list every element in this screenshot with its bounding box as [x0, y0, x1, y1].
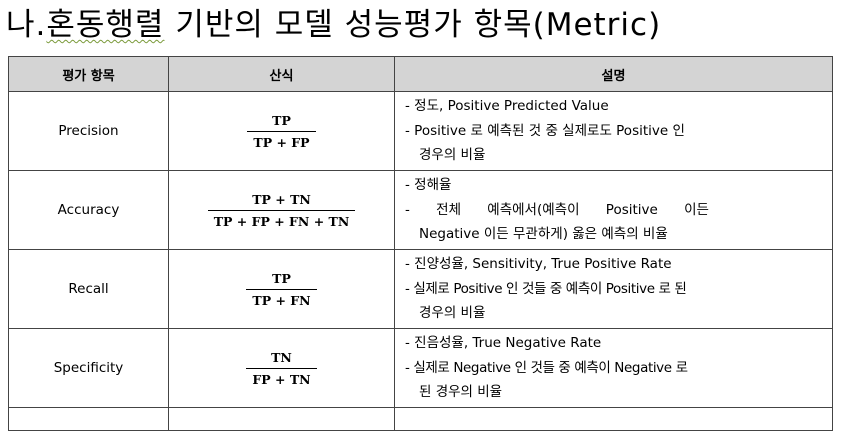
page-title: 나.혼동행렬 기반의 모델 성능평가 항목(Metric) [6, 6, 661, 44]
formula-cell: TP TP + FN [168, 249, 395, 329]
formula-numerator: TP + TN [252, 191, 311, 207]
formula-fraction: TN FP + TN [246, 349, 317, 387]
formula-cell: TN FP + TN [168, 328, 395, 408]
description-line: - 실제로 Negative 인 것들 중 예측이 Negative 로 [405, 359, 688, 376]
table-row: Recall TP TP + FN - 진양성율, Sensitivity, T… [8, 249, 833, 329]
description-line: 경우의 비율 [419, 305, 486, 322]
formula-cell: TP + TN TP + FP + FN + TN [168, 170, 395, 250]
header-description: 설명 [394, 56, 833, 92]
description-cell: - 정도, Positive Predicted Value - Positiv… [394, 91, 833, 171]
formula-denominator: TP + FP + FN + TN [213, 213, 350, 229]
fraction-bar [246, 367, 317, 369]
description-line: - 진양성율, Sensitivity, True Positive Rate [405, 256, 672, 273]
description-line: 된 경우의 비율 [419, 384, 503, 401]
title-rest: 기반의 모델 성능평가 항목(Metric) [164, 7, 662, 43]
description-line: Negative 이든 무관하게) 옳은 예측의 비율 [419, 226, 668, 243]
formula-numerator: TN [271, 349, 292, 365]
metric-name: Specificity [8, 328, 169, 408]
metrics-table: 평가 항목 산식 설명 Precision TP TP + FP - 정도, P… [8, 56, 833, 431]
description-line: - 전체 예측에서(예측이 Positive 이든 [405, 201, 709, 218]
description-line: - 정해율 [405, 177, 452, 194]
header-metric: 평가 항목 [8, 56, 169, 92]
table-header-row: 평가 항목 산식 설명 [8, 56, 833, 92]
formula-denominator: TP + FN [252, 292, 311, 308]
description-line: - Positive 로 예측된 것 중 실제로도 Positive 인 [405, 122, 685, 139]
table-row: Accuracy TP + TN TP + FP + FN + TN - 정해율… [8, 170, 833, 250]
table-row-partial [8, 407, 833, 431]
fraction-bar [246, 288, 317, 290]
description-line: - 진음성율, True Negative Rate [405, 335, 602, 352]
description-line: - 실제로 Positive 인 것들 중 예측이 Positive 로 된 [405, 280, 687, 297]
metric-name: Recall [8, 249, 169, 329]
formula-fraction: TP TP + FP [247, 112, 316, 150]
formula-denominator: TP + FP [253, 134, 310, 150]
metric-name: Accuracy [8, 170, 169, 250]
description-cell: - 진양성율, Sensitivity, True Positive Rate … [394, 249, 833, 329]
table-row: Precision TP TP + FP - 정도, Positive Pred… [8, 91, 833, 171]
formula-cell: TP TP + FP [168, 91, 395, 171]
fraction-bar [207, 209, 356, 211]
header-formula: 산식 [168, 56, 395, 92]
title-prefix: 나. [6, 7, 47, 43]
fraction-bar [247, 130, 316, 132]
description-line: 경우의 비율 [419, 147, 486, 164]
partial-cell [8, 407, 169, 431]
description-cell: - 정해율 - 전체 예측에서(예측이 Positive 이든 Negative… [394, 170, 833, 250]
description-line: - 정도, Positive Predicted Value [405, 98, 609, 115]
formula-denominator: FP + TN [252, 371, 311, 387]
description-cell: - 진음성율, True Negative Rate - 실제로 Negativ… [394, 328, 833, 408]
formula-numerator: TP [272, 112, 291, 128]
metric-name: Precision [8, 91, 169, 171]
partial-cell [394, 407, 833, 431]
formula-fraction: TP TP + FN [246, 270, 317, 308]
table-row: Specificity TN FP + TN - 진음성율, True Nega… [8, 328, 833, 408]
formula-fraction: TP + TN TP + FP + FN + TN [207, 191, 356, 229]
formula-numerator: TP [272, 270, 291, 286]
title-underlined-word: 혼동행렬 [46, 7, 165, 43]
partial-cell [168, 407, 395, 431]
